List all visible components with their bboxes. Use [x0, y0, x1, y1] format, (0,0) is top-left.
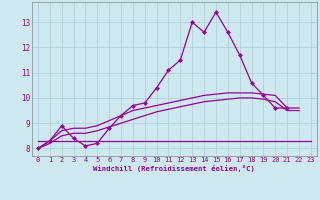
X-axis label: Windchill (Refroidissement éolien,°C): Windchill (Refroidissement éolien,°C) — [93, 165, 255, 172]
